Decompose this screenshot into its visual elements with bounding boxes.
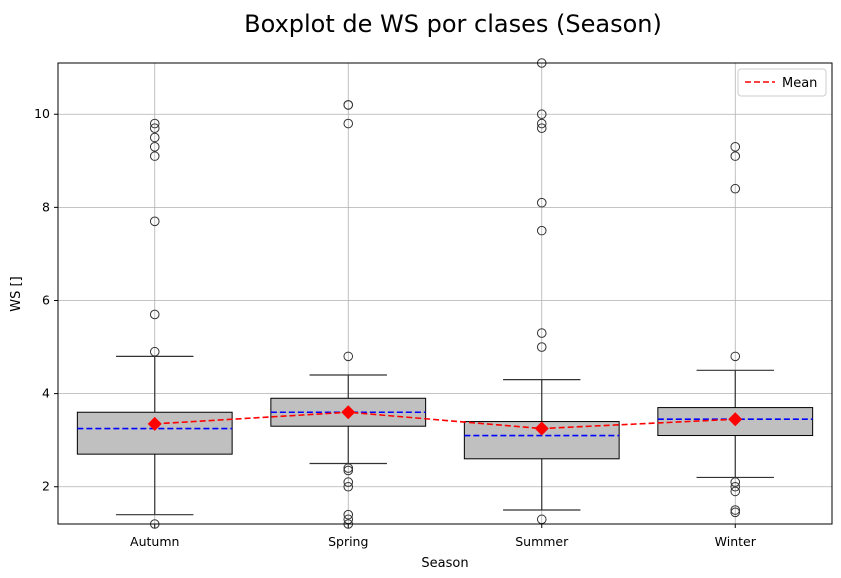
legend-mean-label: Mean: [782, 76, 817, 91]
x-tick-label: Spring: [328, 534, 368, 549]
outlier-point: [536, 197, 547, 208]
outlier-point: [343, 477, 354, 487]
outlier-point: [149, 309, 160, 320]
legend-box: [737, 68, 827, 97]
outlier-point: [149, 123, 160, 133]
outlier-point: [343, 509, 354, 520]
x-axis: Autumn Spring Summer Winter: [130, 524, 757, 549]
outlier-point: [730, 486, 741, 497]
outlier-point: [149, 118, 160, 129]
y-tick-label: 4: [42, 386, 50, 401]
outlier-point: [343, 118, 354, 129]
mean-line: [154, 411, 736, 430]
y-axis: 2 4 6 8 10: [34, 106, 58, 494]
outlier-point: [149, 216, 160, 227]
outlier-point: [343, 481, 354, 492]
y-tick-label: 2: [42, 479, 50, 494]
mean-series: [147, 405, 743, 436]
y-tick-label: 6: [42, 292, 50, 307]
outlier-point: [536, 328, 547, 338]
outlier-point: [730, 142, 741, 152]
outlier-point: [536, 109, 547, 120]
outlier-point: [536, 225, 547, 236]
outlier-point: [149, 151, 160, 161]
mean-marker: [147, 416, 162, 431]
x-tick-label: Autumn: [130, 534, 179, 549]
x-axis-label: Season: [421, 556, 468, 571]
legend: Mean: [737, 68, 827, 97]
y-tick-label: 10: [34, 106, 50, 121]
outlier-point: [149, 346, 160, 357]
outlier-point: [149, 142, 160, 152]
outlier-point: [730, 351, 741, 362]
outlier-point: [730, 507, 741, 518]
outlier-point: [343, 351, 354, 362]
x-tick-label: Summer: [515, 534, 569, 549]
outlier-point: [730, 151, 741, 161]
outlier-point: [536, 118, 547, 129]
y-tick-label: 8: [42, 199, 50, 214]
outlier-point: [149, 132, 160, 143]
grid: [58, 63, 832, 524]
outlier-point: [343, 463, 354, 473]
outlier-point: [343, 100, 354, 110]
outlier-point: [730, 505, 741, 515]
y-axis-label: WS []: [9, 276, 24, 311]
outlier-point: [343, 465, 354, 476]
x-tick-label: Winter: [715, 534, 757, 549]
mean-marker: [728, 412, 743, 427]
outlier-point: [536, 342, 547, 352]
plot-frame: [57, 62, 833, 525]
mean-marker: [534, 421, 549, 436]
outlier-point: [730, 183, 741, 194]
outlier-point: [730, 481, 741, 492]
boxes: [76, 58, 814, 529]
outlier-point: [730, 477, 741, 487]
chart-title: Boxplot de WS por clases (Season): [244, 10, 662, 38]
outlier-point: [536, 123, 547, 133]
mean-marker: [341, 405, 356, 420]
